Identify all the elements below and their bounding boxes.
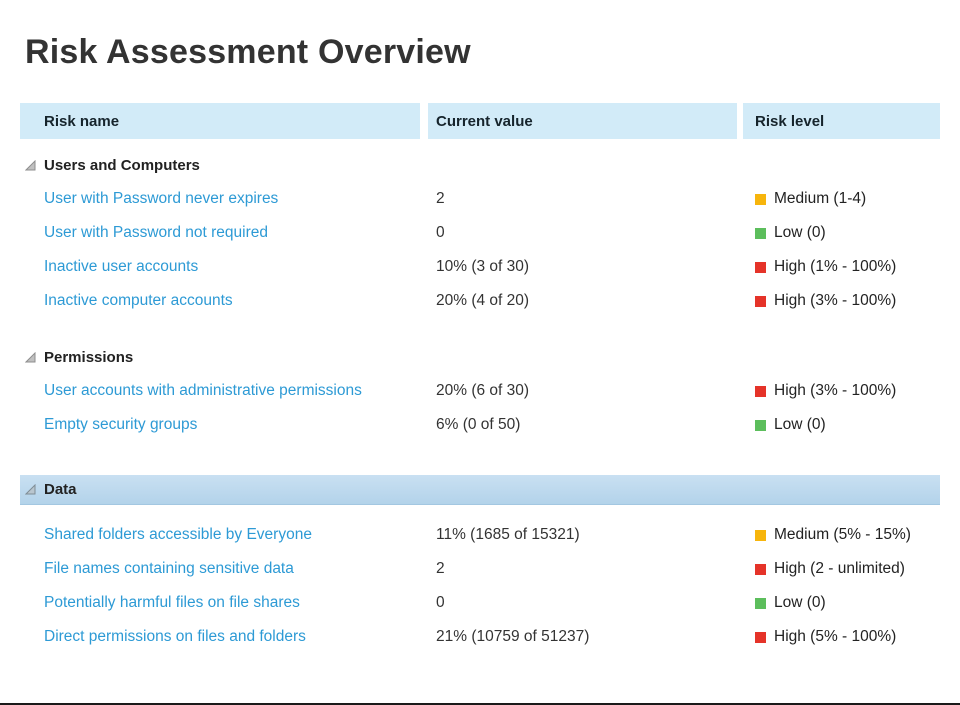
group-header-permissions[interactable]: Permissions xyxy=(20,340,940,374)
column-header-current-value[interactable]: Current value xyxy=(428,103,737,139)
risk-level-label: High (3% - 100%) xyxy=(774,292,897,309)
current-value: 21% (10759 of 51237) xyxy=(436,628,590,645)
risk-level: High (1% - 100%) xyxy=(743,258,940,276)
group-header-users-and-computers[interactable]: Users and Computers xyxy=(20,148,940,182)
risk-level-label: High (5% - 100%) xyxy=(774,628,897,645)
risk-level: High (3% - 100%) xyxy=(743,292,940,310)
risk-level: Low (0) xyxy=(743,416,940,434)
table-row: Direct permissions on files and folders … xyxy=(20,620,940,654)
risk-link[interactable]: Inactive user accounts xyxy=(44,258,199,275)
table-row: Inactive user accounts 10% (3 of 30) Hig… xyxy=(20,250,940,284)
risk-level: Medium (5% - 15%) xyxy=(743,526,940,544)
column-header-risk-level[interactable]: Risk level xyxy=(743,103,940,139)
risk-link[interactable]: User with Password never expires xyxy=(44,190,279,207)
current-value: 0 xyxy=(436,594,445,611)
risk-level: Medium (1-4) xyxy=(743,190,940,208)
severity-square-icon xyxy=(755,227,766,239)
severity-square-icon xyxy=(755,193,766,205)
severity-square-icon xyxy=(755,385,766,397)
risk-level-label: Low (0) xyxy=(774,224,826,241)
table-row: File names containing sensitive data 2 H… xyxy=(20,552,940,586)
severity-square-icon xyxy=(755,419,766,431)
risk-level-label: Medium (1-4) xyxy=(774,190,867,207)
risk-link[interactable]: Potentially harmful files on file shares xyxy=(44,594,300,611)
risk-link[interactable]: Direct permissions on files and folders xyxy=(44,628,306,645)
risk-link[interactable]: File names containing sensitive data xyxy=(44,560,294,577)
risk-level-label: High (3% - 100%) xyxy=(774,382,897,399)
current-value: 6% (0 of 50) xyxy=(436,416,521,433)
group-label: Users and Computers xyxy=(44,156,200,174)
collapse-triangle-icon[interactable] xyxy=(25,159,36,171)
current-value: 11% (1685 of 15321) xyxy=(436,526,580,543)
group-label: Data xyxy=(44,481,77,498)
risk-level: High (5% - 100%) xyxy=(743,628,940,646)
risk-table: Risk name Current value Risk level Users… xyxy=(20,103,940,654)
current-value: 20% (6 of 30) xyxy=(436,382,530,399)
column-header-risk-name[interactable]: Risk name xyxy=(20,103,420,139)
risk-level-label: Low (0) xyxy=(774,594,826,611)
risk-level-label: Low (0) xyxy=(774,416,826,433)
current-value: 10% (3 of 30) xyxy=(436,258,530,275)
current-value: 20% (4 of 20) xyxy=(436,292,530,309)
risk-level: High (2 - unlimited) xyxy=(743,560,940,578)
table-row: User with Password never expires 2 Mediu… xyxy=(20,182,940,216)
collapse-triangle-icon[interactable] xyxy=(25,351,36,363)
severity-square-icon xyxy=(755,563,766,575)
severity-square-icon xyxy=(755,261,766,273)
severity-square-icon xyxy=(755,597,766,609)
risk-assessment-page: Risk Assessment Overview Risk name Curre… xyxy=(0,30,960,654)
group-header-data[interactable]: Data xyxy=(20,475,940,505)
risk-level-label: High (1% - 100%) xyxy=(774,258,897,275)
severity-square-icon xyxy=(755,631,766,643)
table-row: User accounts with administrative permis… xyxy=(20,374,940,408)
risk-link[interactable]: Empty security groups xyxy=(44,416,198,433)
page-title: Risk Assessment Overview xyxy=(25,33,471,71)
risk-level: Low (0) xyxy=(743,224,940,242)
table-row: Potentially harmful files on file shares… xyxy=(20,586,940,620)
severity-square-icon xyxy=(755,529,766,541)
table-row: Shared folders accessible by Everyone 11… xyxy=(20,518,940,552)
table-row: Empty security groups 6% (0 of 50) Low (… xyxy=(20,408,940,442)
table-row: Inactive computer accounts 20% (4 of 20)… xyxy=(20,284,940,318)
risk-level-label: High (2 - unlimited) xyxy=(774,560,905,577)
current-value: 0 xyxy=(436,224,445,241)
severity-square-icon xyxy=(755,295,766,307)
group-label: Permissions xyxy=(44,348,134,366)
current-value: 2 xyxy=(436,190,445,207)
risk-link[interactable]: User accounts with administrative permis… xyxy=(44,382,362,399)
table-row: User with Password not required 0 Low (0… xyxy=(20,216,940,250)
risk-level: Low (0) xyxy=(743,594,940,612)
risk-level: High (3% - 100%) xyxy=(743,382,940,400)
table-header-row: Risk name Current value Risk level xyxy=(20,103,940,139)
risk-level-label: Medium (5% - 15%) xyxy=(774,526,911,543)
risk-link[interactable]: User with Password not required xyxy=(44,224,268,241)
risk-link[interactable]: Shared folders accessible by Everyone xyxy=(44,526,312,543)
risk-link[interactable]: Inactive computer accounts xyxy=(44,292,233,309)
group-rows-data: Shared folders accessible by Everyone 11… xyxy=(20,518,940,654)
collapse-triangle-icon[interactable] xyxy=(25,484,36,495)
current-value: 2 xyxy=(436,560,445,577)
